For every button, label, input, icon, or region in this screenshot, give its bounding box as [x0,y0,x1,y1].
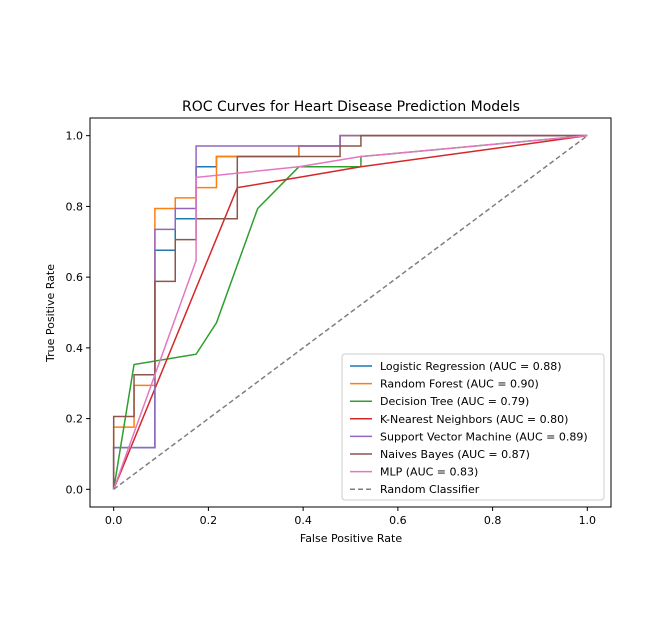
x-tick-label: 0.0 [105,514,123,527]
legend-label: MLP (AUC = 0.83) [380,466,478,479]
y-axis-ticks: 0.0 0.2 0.4 0.6 0.8 1.0 [66,130,90,496]
y-tick-label: 0.0 [66,483,84,496]
legend-label: Support Vector Machine (AUC = 0.89) [380,430,588,443]
legend: Logistic Regression (AUC = 0.88) Random F… [341,353,605,501]
legend-label: K-Nearest Neighbors (AUC = 0.80) [380,413,568,426]
legend-label: Random Forest (AUC = 0.90) [380,378,539,391]
x-tick-label: 0.8 [484,514,502,527]
series-line-support-vector-machine [112,134,588,490]
plot-lines [112,134,588,490]
y-tick-label: 0.8 [66,200,84,213]
x-tick-label: 1.0 [579,514,597,527]
legend-label: Decision Tree (AUC = 0.79) [380,395,529,408]
x-axis-label: False Positive Rate [300,532,402,545]
x-axis-ticks: 0.0 0.2 0.4 0.6 0.8 1.0 [105,507,596,527]
y-tick-label: 0.4 [66,342,84,355]
legend-label: Naives Bayes (AUC = 0.87) [380,448,530,461]
y-tick-label: 0.2 [66,413,84,426]
series-line-k-nearest-neighbors [112,134,588,490]
legend-label: Random Classifier [380,483,480,496]
legend-box [341,353,605,501]
chart-title: ROC Curves for Heart Disease Prediction … [182,99,520,115]
x-tick-label: 0.4 [294,514,312,527]
x-tick-label: 0.2 [200,514,218,527]
legend-label: Logistic Regression (AUC = 0.88) [380,360,562,373]
y-tick-label: 1.0 [66,130,84,143]
series-line-random-classifier [113,135,588,490]
series-line-mlp [112,134,588,490]
plot-frame [89,117,612,508]
y-axis-label: True Positive Rate [44,264,57,363]
y-tick-label: 0.6 [66,271,84,284]
x-tick-label: 0.6 [389,514,407,527]
